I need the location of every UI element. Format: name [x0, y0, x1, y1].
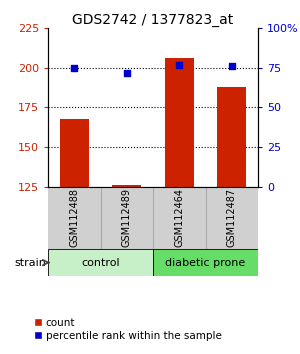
Bar — [217, 87, 246, 187]
Point — [177, 62, 182, 68]
Text: control: control — [81, 258, 120, 268]
Bar — [165, 58, 194, 187]
Point — [230, 63, 234, 69]
Text: GSM112489: GSM112489 — [122, 188, 132, 247]
Bar — [48, 249, 153, 276]
Point — [124, 70, 129, 75]
Text: GSM112487: GSM112487 — [227, 188, 237, 247]
Title: GDS2742 / 1377823_at: GDS2742 / 1377823_at — [72, 13, 234, 27]
Text: diabetic prone: diabetic prone — [165, 258, 246, 268]
Text: GSM112464: GSM112464 — [174, 188, 184, 247]
Bar — [60, 119, 89, 187]
Bar — [153, 249, 258, 276]
Text: GSM112488: GSM112488 — [69, 188, 79, 247]
Legend: count, percentile rank within the sample: count, percentile rank within the sample — [29, 314, 226, 345]
Point — [72, 65, 77, 71]
Bar — [112, 185, 141, 187]
Text: strain: strain — [14, 258, 46, 268]
